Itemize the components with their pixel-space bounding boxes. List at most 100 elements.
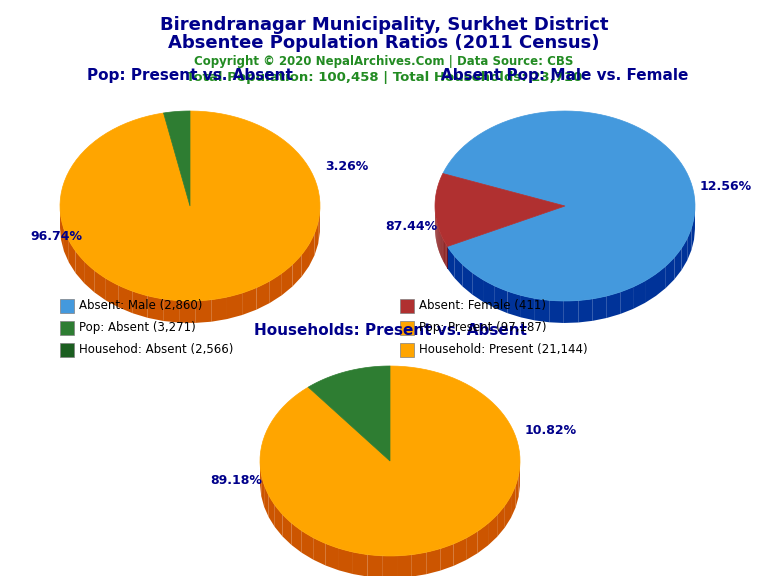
Polygon shape bbox=[497, 506, 505, 537]
Polygon shape bbox=[211, 297, 227, 322]
Polygon shape bbox=[607, 292, 621, 318]
Polygon shape bbox=[283, 514, 291, 545]
Polygon shape bbox=[261, 474, 264, 507]
Text: Absentee Population Ratios (2011 Census): Absentee Population Ratios (2011 Census) bbox=[168, 34, 600, 52]
Bar bbox=[400, 321, 414, 335]
Text: Copyright © 2020 NepalArchives.Com | Data Source: CBS: Copyright © 2020 NepalArchives.Com | Dat… bbox=[194, 55, 574, 68]
Polygon shape bbox=[535, 298, 549, 323]
Polygon shape bbox=[412, 552, 426, 576]
Polygon shape bbox=[61, 218, 64, 251]
Polygon shape bbox=[133, 291, 147, 318]
Text: 10.82%: 10.82% bbox=[525, 425, 577, 438]
Polygon shape bbox=[353, 552, 367, 576]
Polygon shape bbox=[426, 548, 440, 574]
Polygon shape bbox=[564, 301, 578, 323]
Polygon shape bbox=[691, 218, 694, 250]
Polygon shape bbox=[164, 111, 190, 206]
Text: Absent Pop: Male vs. Female: Absent Pop: Male vs. Female bbox=[442, 68, 689, 83]
Polygon shape bbox=[179, 301, 195, 323]
Polygon shape bbox=[264, 485, 269, 517]
Polygon shape bbox=[443, 111, 695, 301]
Polygon shape bbox=[674, 248, 681, 279]
Polygon shape bbox=[313, 537, 326, 566]
Polygon shape bbox=[521, 295, 535, 320]
Bar bbox=[60, 343, 74, 357]
Polygon shape bbox=[483, 280, 495, 308]
Polygon shape bbox=[472, 272, 483, 302]
Polygon shape bbox=[282, 264, 293, 295]
Polygon shape bbox=[446, 245, 448, 268]
Polygon shape bbox=[621, 287, 633, 314]
Polygon shape bbox=[326, 544, 339, 570]
Polygon shape bbox=[454, 538, 466, 566]
Polygon shape bbox=[260, 463, 261, 496]
Polygon shape bbox=[397, 555, 412, 576]
Text: 96.74%: 96.74% bbox=[30, 229, 82, 242]
Polygon shape bbox=[227, 293, 242, 319]
Polygon shape bbox=[75, 251, 84, 283]
Text: Pop: Present (97,187): Pop: Present (97,187) bbox=[419, 321, 547, 335]
Polygon shape bbox=[260, 366, 520, 556]
Polygon shape bbox=[435, 173, 565, 247]
Polygon shape bbox=[549, 300, 564, 323]
Polygon shape bbox=[488, 515, 497, 545]
Polygon shape bbox=[462, 264, 472, 294]
Text: Househod: Absent (2,566): Househod: Absent (2,566) bbox=[79, 343, 233, 357]
Polygon shape bbox=[60, 111, 320, 301]
Polygon shape bbox=[257, 281, 270, 310]
Polygon shape bbox=[633, 281, 645, 309]
Polygon shape bbox=[106, 278, 119, 308]
Polygon shape bbox=[291, 523, 302, 553]
Polygon shape bbox=[308, 366, 390, 461]
Polygon shape bbox=[94, 270, 106, 301]
Polygon shape bbox=[518, 464, 520, 497]
Polygon shape bbox=[119, 286, 133, 313]
Polygon shape bbox=[687, 228, 691, 260]
Polygon shape bbox=[478, 524, 488, 553]
Text: Households: Present vs. Absent: Households: Present vs. Absent bbox=[253, 323, 527, 338]
Text: 3.26%: 3.26% bbox=[325, 160, 368, 172]
Polygon shape bbox=[495, 286, 508, 313]
Polygon shape bbox=[445, 244, 446, 267]
Text: Total Population: 100,458 | Total Households: 23,710: Total Population: 100,458 | Total Househ… bbox=[186, 71, 582, 84]
Polygon shape bbox=[309, 233, 315, 266]
Polygon shape bbox=[60, 206, 61, 240]
Polygon shape bbox=[448, 247, 455, 278]
Polygon shape bbox=[694, 207, 695, 240]
Polygon shape bbox=[367, 555, 382, 576]
Polygon shape bbox=[593, 296, 607, 321]
Polygon shape bbox=[645, 274, 656, 303]
Polygon shape bbox=[270, 273, 282, 303]
Polygon shape bbox=[681, 238, 687, 270]
Bar bbox=[60, 321, 74, 335]
Polygon shape bbox=[69, 240, 75, 273]
Polygon shape bbox=[515, 475, 518, 507]
Polygon shape bbox=[656, 266, 666, 296]
Text: 89.18%: 89.18% bbox=[210, 475, 262, 487]
Polygon shape bbox=[275, 505, 283, 536]
Polygon shape bbox=[466, 531, 478, 560]
Polygon shape bbox=[508, 291, 521, 317]
Text: Absent: Male (2,860): Absent: Male (2,860) bbox=[79, 300, 203, 313]
Bar bbox=[60, 299, 74, 313]
Polygon shape bbox=[315, 222, 318, 255]
Text: 87.44%: 87.44% bbox=[385, 219, 437, 233]
Polygon shape bbox=[302, 244, 309, 276]
Bar bbox=[400, 343, 414, 357]
Polygon shape bbox=[293, 255, 302, 286]
Text: 12.56%: 12.56% bbox=[700, 180, 752, 192]
Polygon shape bbox=[339, 548, 353, 574]
Text: Pop: Present vs. Absent: Pop: Present vs. Absent bbox=[87, 68, 293, 83]
Polygon shape bbox=[195, 300, 211, 323]
Polygon shape bbox=[578, 299, 593, 323]
Polygon shape bbox=[302, 530, 313, 560]
Polygon shape bbox=[505, 495, 511, 528]
Polygon shape bbox=[64, 229, 69, 263]
Text: Pop: Absent (3,271): Pop: Absent (3,271) bbox=[79, 321, 196, 335]
Polygon shape bbox=[666, 257, 674, 288]
Polygon shape bbox=[163, 299, 179, 323]
Polygon shape bbox=[440, 544, 454, 571]
Polygon shape bbox=[382, 556, 397, 576]
Polygon shape bbox=[511, 486, 515, 518]
Polygon shape bbox=[444, 241, 445, 264]
